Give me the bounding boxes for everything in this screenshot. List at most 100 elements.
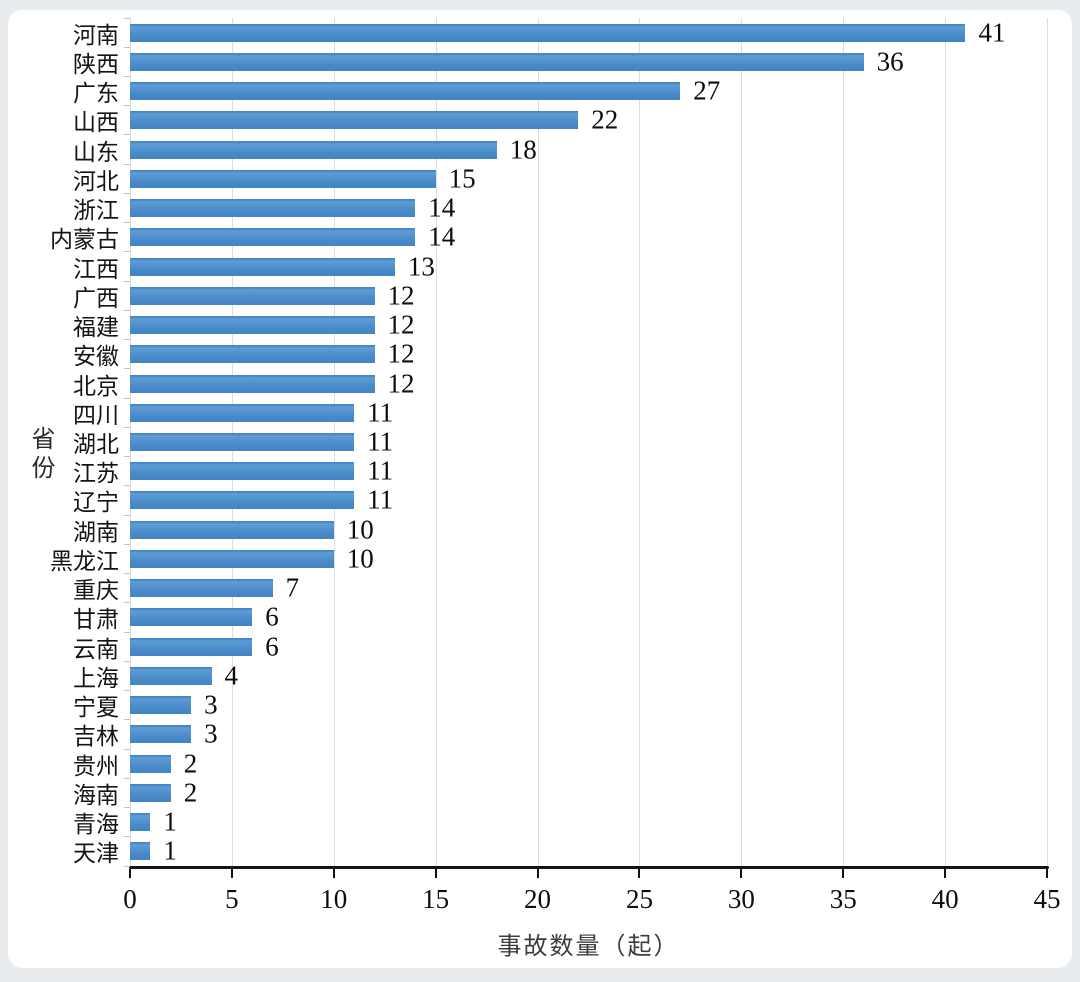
y-axis-tick [124, 134, 130, 136]
value-label: 12 [387, 280, 415, 311]
value-label: 2 [183, 777, 198, 808]
bar [130, 725, 192, 744]
bar [130, 842, 151, 861]
value-label: 18 [509, 134, 537, 165]
bar [130, 666, 212, 685]
bar [130, 579, 273, 598]
bar [130, 228, 416, 247]
y-axis-tick [124, 251, 130, 253]
value-label: 22 [591, 104, 619, 135]
value-label: 6 [265, 601, 279, 632]
category-label: 四川 [73, 402, 119, 428]
bar [130, 345, 375, 364]
value-label: 11 [367, 484, 394, 515]
x-axis-tick-label: 10 [320, 884, 348, 914]
x-axis-tick [129, 869, 131, 878]
value-label: 3 [204, 689, 218, 720]
bar [130, 169, 436, 188]
y-axis-tick [124, 426, 130, 428]
bar-row: 山西 22 [73, 104, 1047, 136]
category-label: 云南 [73, 636, 119, 662]
bar-row: 广东 27 [73, 75, 1047, 107]
y-axis-tick [124, 748, 130, 750]
bar-row: 河北 15 [73, 163, 1047, 194]
x-axis-tick [1046, 869, 1048, 878]
category-label: 浙江 [73, 198, 119, 224]
bar [130, 549, 334, 568]
x-axis-tick [842, 869, 845, 878]
bar [130, 199, 416, 218]
chart-card: 省份 0 5 10 15 20 25 30 35 40 45 河南 41 陕西 36 广东 27 山西 22 山东 1… [8, 10, 1072, 968]
category-label: 辽宁 [73, 490, 119, 516]
value-label: 14 [428, 221, 456, 252]
y-axis-tick [124, 222, 130, 224]
category-label: 湖南 [73, 519, 119, 545]
y-axis-tick [124, 309, 130, 311]
value-label: 1 [163, 806, 177, 837]
x-axis-tick [638, 869, 641, 878]
x-axis-tick [944, 869, 947, 878]
bar [130, 491, 355, 510]
value-label: 6 [265, 631, 279, 662]
value-label: 15 [448, 163, 476, 194]
category-label: 河南 [73, 22, 119, 48]
y-axis-tick [124, 46, 130, 48]
y-axis-tick [124, 280, 130, 282]
x-axis-tick [230, 869, 233, 878]
category-label: 山西 [73, 110, 119, 136]
bar [130, 462, 355, 481]
x-axis-tick-label: 45 [1033, 884, 1061, 914]
bar-row: 辽宁 11 [73, 484, 1047, 516]
value-label: 11 [367, 455, 394, 486]
y-axis-title: 省份 [27, 426, 54, 484]
value-label: 27 [693, 75, 721, 106]
y-axis-tick [124, 368, 130, 370]
category-label: 广东 [73, 81, 119, 107]
value-label: 4 [224, 660, 239, 691]
value-label: 12 [387, 309, 415, 340]
bar [130, 374, 375, 393]
value-label: 3 [204, 718, 218, 749]
x-axis-tick [536, 869, 539, 878]
bar-row: 河南 41 [73, 17, 1047, 48]
category-label: 吉林 [73, 724, 119, 750]
category-label: 江西 [73, 256, 119, 282]
x-axis-tick-label: 35 [829, 884, 857, 914]
category-label: 海南 [73, 782, 119, 808]
bar [130, 52, 864, 71]
category-label: 贵州 [73, 753, 119, 779]
category-label: 河北 [73, 168, 119, 194]
gridline [843, 18, 845, 866]
value-label: 14 [428, 192, 456, 223]
value-label: 13 [407, 251, 435, 282]
bar-row: 浙江 14 [73, 192, 1047, 224]
bar [130, 82, 681, 101]
bar [130, 257, 395, 276]
y-axis-tick [124, 75, 130, 77]
bar-row: 广西 12 [73, 280, 1047, 311]
y-axis-tick [124, 573, 130, 575]
bar [130, 432, 355, 451]
bar [130, 403, 355, 422]
y-axis-tick [124, 456, 130, 458]
y-axis-tick [124, 836, 130, 838]
category-label: 湖北 [73, 431, 119, 457]
bar-row: 上海 4 [73, 660, 1047, 691]
x-axis-line [129, 866, 1049, 869]
category-label: 黑龙江 [50, 548, 119, 574]
bar [130, 111, 579, 130]
bar-row: 山东 18 [73, 134, 1047, 165]
bar-row: 安徽 12 [73, 339, 1047, 370]
gridline [741, 18, 743, 866]
x-axis-tick-label: 30 [727, 884, 755, 914]
y-axis-tick [124, 17, 130, 19]
y-axis-tick [124, 777, 130, 779]
category-label: 广西 [73, 285, 119, 311]
bar-row: 重庆 7 [73, 573, 1047, 604]
bar [130, 23, 966, 42]
value-label: 11 [367, 426, 394, 457]
value-label: 36 [876, 46, 904, 77]
bar [130, 696, 192, 715]
category-label: 青海 [73, 812, 119, 838]
y-axis-tick [124, 690, 130, 692]
